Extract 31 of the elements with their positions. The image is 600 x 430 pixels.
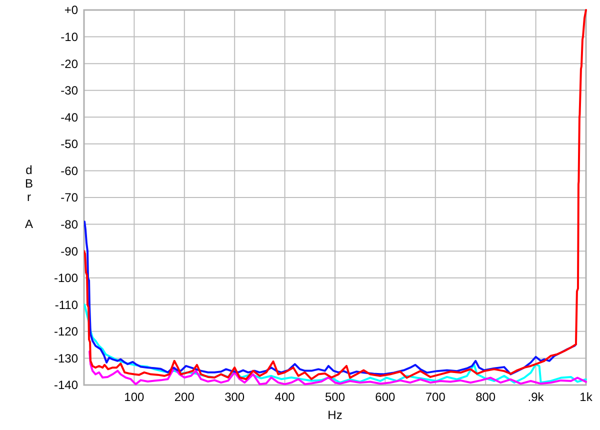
y-tick-label: +0 [64,3,78,18]
x-tick-label: 200 [174,390,195,404]
y-tick-label: -140 [54,378,78,392]
x-tick-label: 1k [580,390,594,404]
x-axis-title: Hz [328,408,342,422]
y-tick-label: -20 [60,56,78,71]
x-tick-label: 300 [224,390,245,404]
y-tick-label: -80 [60,217,78,232]
y-tick-label: -10 [60,30,78,44]
x-tick-label: 100 [124,390,145,404]
y-tick-label: -90 [60,244,78,258]
x-tick-label: 800 [476,390,496,404]
x-tick-label: 700 [425,390,446,404]
line-series [84,9,587,380]
x-tick-label: .9k [528,390,545,404]
y-tick-label: -40 [60,110,78,124]
line-series [84,220,577,376]
y-tick-label: -110 [54,298,78,312]
y-tick-label: -30 [60,84,78,98]
y-tick-label: -100 [54,271,78,286]
y-tick-label: -130 [54,351,78,366]
y-tick-label: -120 [54,324,78,339]
line-series [84,304,587,384]
x-tick-label: 600 [375,390,396,404]
x-tick-label: 500 [324,390,346,404]
y-tick-label: -60 [60,164,78,178]
line-series [88,350,587,386]
y-tick-label: -50 [60,137,78,152]
y-tick-label: -70 [60,190,78,205]
x-tick-label: 400 [274,390,296,404]
y-axis-title: dBr A [24,163,34,231]
